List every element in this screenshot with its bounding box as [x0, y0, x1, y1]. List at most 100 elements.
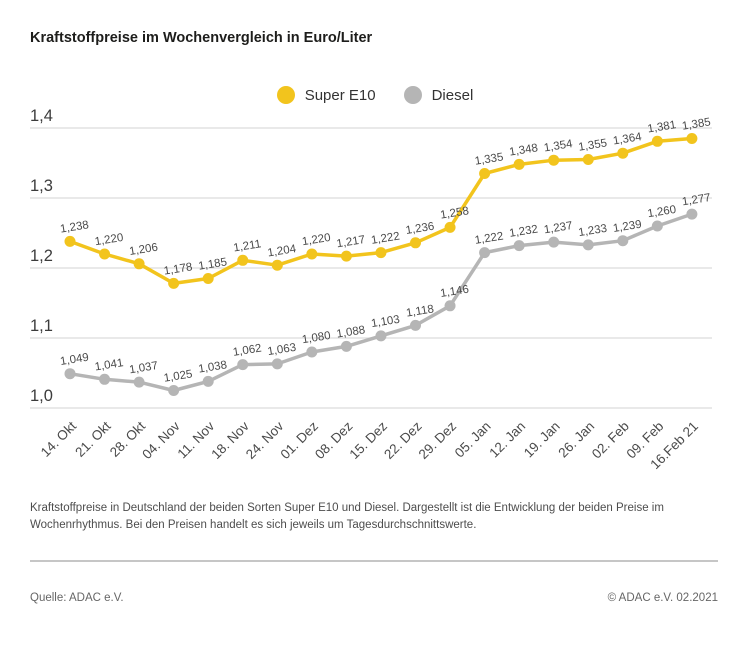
data-point-super-e10 — [686, 133, 698, 144]
x-tick-label: 02. Feb — [589, 419, 632, 462]
data-point-diesel — [340, 340, 352, 352]
y-tick-label: 1,2 — [30, 247, 53, 265]
data-point-diesel — [271, 358, 283, 370]
data-point-label-super-e10: 1,220 — [301, 232, 331, 248]
data-point-label-super-e10: 1,211 — [233, 238, 262, 254]
data-point-diesel — [444, 300, 456, 312]
data-point-label-diesel: 1,239 — [612, 219, 642, 235]
super-e10-dot-icon — [276, 86, 295, 104]
data-point-label-diesel: 1,233 — [578, 223, 608, 239]
x-tick-label: 21. Okt — [72, 418, 114, 460]
data-point-label-super-e10: 1,364 — [612, 131, 643, 147]
x-tick-label: 19. Jan — [521, 419, 563, 461]
x-tick-label: 24. Nov — [243, 418, 287, 462]
data-point-super-e10 — [375, 247, 387, 259]
data-point-super-e10 — [410, 237, 421, 249]
data-point-super-e10 — [340, 250, 352, 262]
data-point-diesel — [548, 236, 560, 248]
data-point-label-super-e10: 1,355 — [578, 137, 608, 153]
x-tick-label: 15. Dez — [347, 418, 391, 462]
data-point-diesel — [617, 235, 629, 247]
data-point-diesel — [64, 368, 76, 380]
data-point-super-e10 — [271, 259, 283, 271]
data-point-label-diesel: 1,222 — [474, 230, 504, 246]
data-point-label-diesel: 1,088 — [336, 324, 366, 340]
data-point-super-e10 — [99, 248, 111, 260]
data-point-label-super-e10: 1,206 — [128, 242, 158, 258]
data-point-label-super-e10: 1,222 — [370, 230, 400, 246]
data-point-diesel — [479, 247, 491, 259]
y-tick-label: 1,4 — [30, 107, 53, 125]
legend-item-super-e10: Super E10 — [276, 86, 376, 104]
legend-label-super-e10: Super E10 — [304, 86, 376, 104]
diesel-dot-icon — [403, 86, 422, 104]
data-point-diesel — [686, 208, 698, 220]
data-point-diesel — [99, 373, 111, 385]
data-point-label-super-e10: 1,220 — [94, 232, 124, 248]
data-point-super-e10 — [479, 168, 491, 179]
data-point-super-e10 — [306, 248, 318, 260]
data-point-label-diesel: 1,237 — [543, 220, 573, 236]
legend-item-diesel: Diesel — [403, 86, 474, 104]
x-tick-label: 04. Nov — [139, 418, 183, 462]
legend-label-diesel: Diesel — [431, 86, 474, 104]
data-point-super-e10 — [582, 154, 594, 165]
data-point-label-super-e10: 1,185 — [198, 256, 228, 272]
data-point-diesel — [133, 376, 145, 388]
data-point-super-e10 — [651, 135, 663, 147]
data-point-diesel — [237, 359, 249, 371]
data-point-super-e10 — [513, 158, 525, 170]
data-point-label-diesel: 1,041 — [94, 357, 124, 373]
y-tick-label: 1,0 — [30, 387, 53, 405]
x-tick-label: 08. Dez — [312, 418, 356, 462]
page-title: Kraftstoffpreise im Wochenvergleich in E… — [30, 30, 373, 46]
y-tick-label: 1,1 — [30, 317, 53, 335]
data-point-label-diesel: 1,038 — [198, 359, 228, 375]
data-point-label-diesel: 1,146 — [439, 284, 469, 300]
y-tick-label: 1,3 — [30, 177, 53, 195]
footer-divider — [30, 560, 718, 562]
data-point-label-super-e10: 1,348 — [509, 142, 539, 158]
data-point-super-e10 — [617, 147, 629, 159]
data-point-super-e10 — [202, 273, 214, 284]
data-point-label-super-e10: 1,258 — [439, 205, 469, 221]
data-point-label-diesel: 1,080 — [301, 330, 331, 346]
data-point-label-super-e10: 1,236 — [405, 221, 435, 237]
data-point-label-diesel: 1,118 — [405, 303, 434, 319]
series-line-super-e10 — [69, 136, 693, 286]
data-point-super-e10 — [64, 235, 76, 247]
data-point-label-diesel: 1,049 — [59, 352, 89, 368]
copyright-text: © ADAC e.V. 02.2021 — [607, 592, 718, 604]
data-point-label-diesel: 1,277 — [681, 192, 711, 208]
data-point-label-diesel: 1,025 — [163, 368, 193, 384]
data-point-diesel — [306, 346, 318, 358]
data-point-diesel — [651, 220, 663, 232]
data-point-diesel — [513, 240, 525, 252]
data-point-super-e10 — [237, 254, 249, 266]
x-tick-label: 22. Dez — [381, 418, 425, 462]
data-point-super-e10 — [444, 221, 456, 233]
x-tick-label: 29. Dez — [416, 418, 460, 462]
chart-legend: Super E10 Diesel — [0, 86, 750, 104]
data-point-diesel — [375, 330, 387, 342]
data-point-label-super-e10: 1,381 — [647, 119, 677, 135]
chart-description: Kraftstoffpreise in Deutschland der beid… — [30, 502, 664, 532]
data-point-super-e10 — [548, 154, 560, 166]
data-point-diesel — [168, 385, 180, 396]
data-point-label-super-e10: 1,204 — [267, 243, 298, 259]
x-tick-label: 12. Jan — [486, 419, 528, 461]
data-point-label-super-e10: 1,178 — [163, 261, 193, 277]
data-point-label-super-e10: 1,335 — [474, 151, 504, 167]
data-point-label-diesel: 1,037 — [128, 360, 158, 376]
data-point-label-super-e10: 1,385 — [681, 116, 711, 132]
data-point-super-e10 — [133, 258, 145, 270]
data-point-diesel — [410, 319, 421, 331]
data-point-label-super-e10: 1,354 — [543, 138, 574, 154]
data-point-label-diesel: 1,062 — [232, 342, 262, 358]
x-tick-label: 18. Nov — [208, 418, 252, 462]
footer: Quelle: ADAC e.V. © ADAC e.V. 02.2021 — [30, 592, 718, 604]
data-point-label-diesel: 1,260 — [647, 204, 677, 220]
data-point-label-diesel: 1,063 — [267, 342, 297, 358]
source-text: Quelle: ADAC e.V. — [30, 592, 124, 604]
